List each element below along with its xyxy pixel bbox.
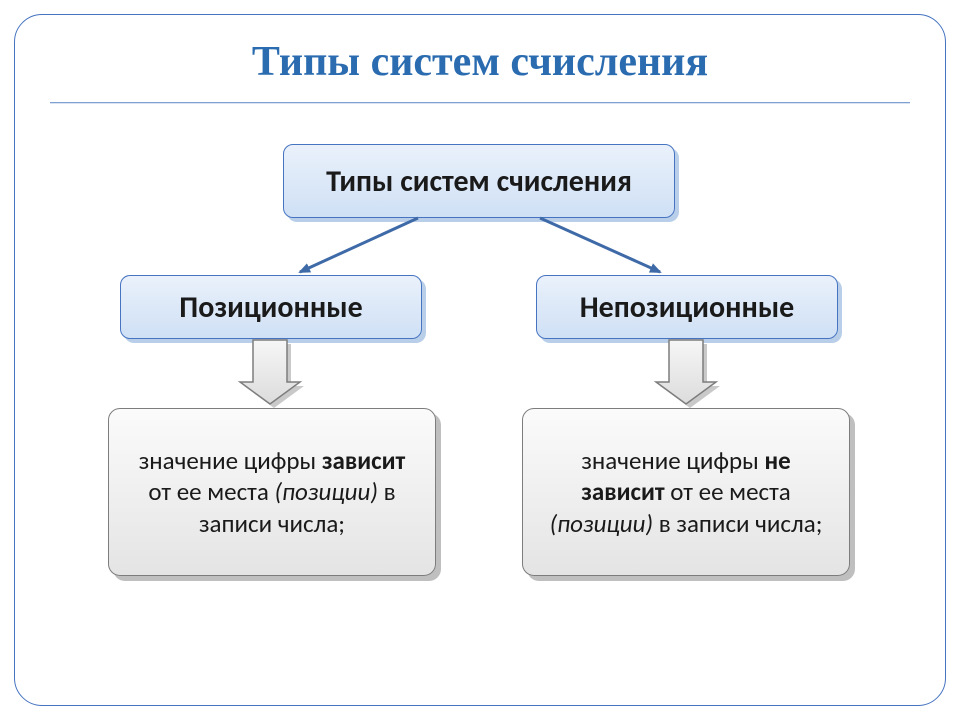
- positional-label-box: Позиционные: [120, 275, 422, 339]
- nonpositional-desc-box: значение цифры не зависит от ее места (п…: [522, 408, 850, 576]
- slide-frame: [14, 14, 946, 706]
- nonpositional-label-text: Непозиционные: [580, 289, 795, 326]
- slide-title: Типы систем счисления: [0, 38, 960, 86]
- root-box-text: Типы систем счисления: [326, 163, 632, 200]
- slide-title-text: Типы систем счисления: [252, 39, 708, 85]
- nonpositional-desc-text: значение цифры не зависит от ее места (п…: [545, 445, 827, 539]
- slide: Типы систем счисления Типы систем счисле…: [0, 0, 960, 720]
- nonpositional-label-box: Непозиционные: [536, 275, 838, 339]
- positional-label-text: Позиционные: [179, 289, 362, 326]
- positional-desc-box: значение цифры зависит от ее места (пози…: [108, 408, 436, 576]
- positional-desc-text: значение цифры зависит от ее места (пози…: [131, 445, 413, 539]
- root-box: Типы систем счисления: [283, 144, 675, 218]
- title-underline: [50, 102, 910, 104]
